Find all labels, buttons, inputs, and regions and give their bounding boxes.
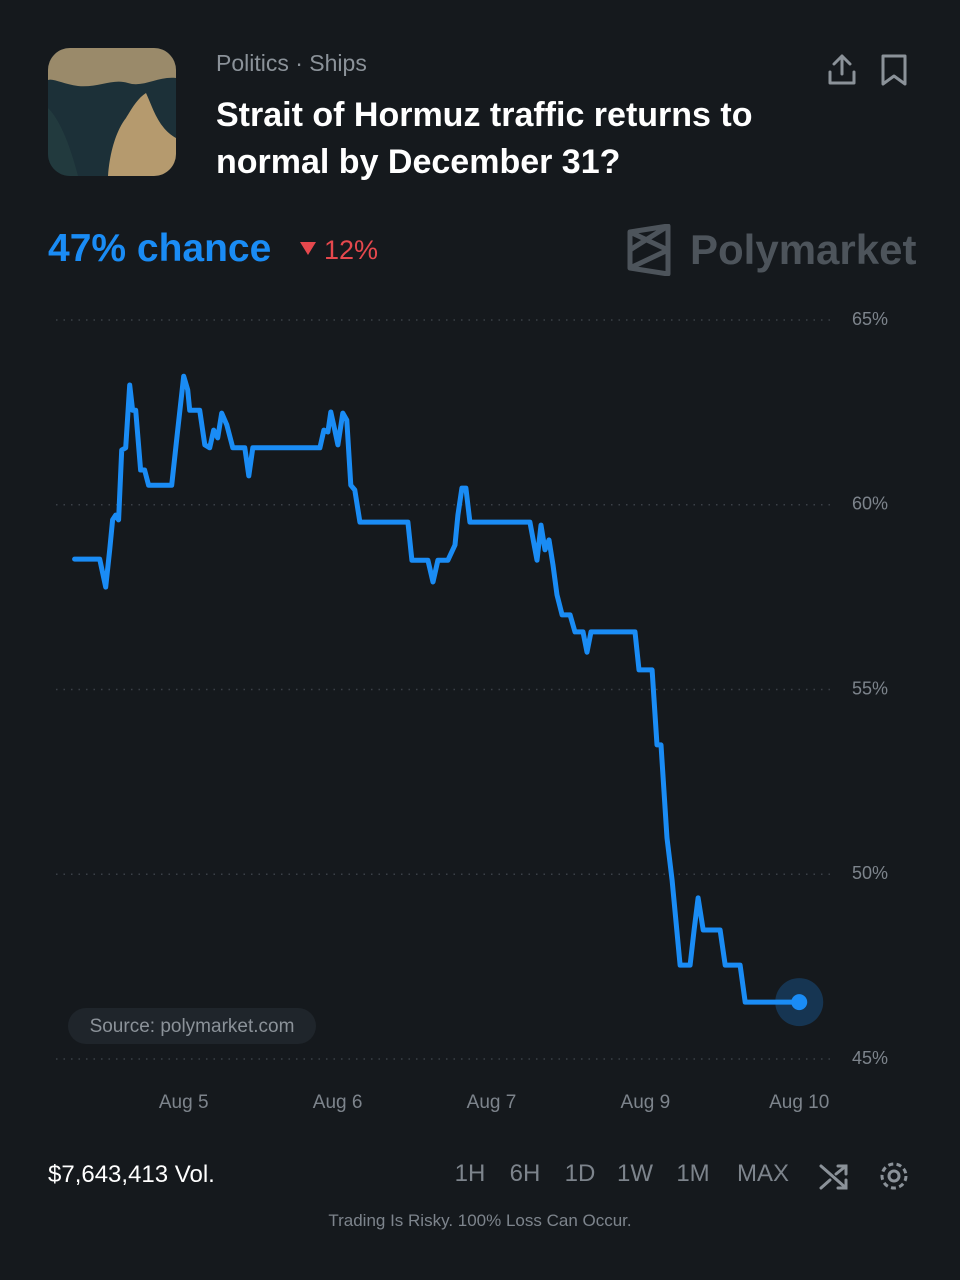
range-button[interactable]: 6H <box>509 1160 541 1187</box>
price-line <box>72 373 802 1005</box>
chance-label: 47% chance <box>48 227 272 270</box>
x-tick-label: Aug 6 <box>313 1092 363 1113</box>
volume-label: $7,643,413 Vol. <box>48 1161 215 1188</box>
brand-name: Polymarket <box>690 226 917 273</box>
y-tick-label: 50% <box>852 863 888 883</box>
range-button[interactable]: MAX <box>736 1160 790 1187</box>
x-tick-label: Aug 10 <box>769 1092 829 1113</box>
last-point <box>791 994 808 1011</box>
y-tick-label: 60% <box>852 494 888 514</box>
x-tick-label: Aug 7 <box>467 1092 517 1113</box>
x-tick-label: Aug 9 <box>621 1092 671 1113</box>
disclaimer: Trading Is Risky. 100% Loss Can Occur. <box>328 1211 632 1230</box>
market-thumbnail <box>48 48 176 176</box>
range-button[interactable]: 1W <box>617 1160 653 1187</box>
down-arrow <box>300 242 316 255</box>
change-label: 12% <box>324 235 379 265</box>
price-chart: Aug 10 Aug 9 Aug 7 Aug 6 Aug 5 65% 60% 55% 50% 45… <box>56 309 888 1113</box>
range-button[interactable]: 1H <box>454 1160 486 1187</box>
bookmark-button[interactable] <box>878 52 910 88</box>
market-title: Strait of Hormuz traffic returns to norm… <box>216 96 753 181</box>
source-label: Source: polymarket.com <box>90 1016 295 1037</box>
y-tick-label: 45% <box>852 1048 888 1068</box>
source-pill <box>68 1008 316 1044</box>
share-button[interactable] <box>824 52 860 88</box>
y-tick-label: 65% <box>852 309 888 329</box>
range-button[interactable]: 1D <box>564 1160 596 1187</box>
y-tick-label: 55% <box>852 678 888 698</box>
x-tick-label: Aug 5 <box>159 1092 209 1113</box>
range-button[interactable]: 1M <box>676 1160 710 1187</box>
market-category: Politics · Ships <box>216 50 367 76</box>
brand-logo <box>627 224 671 276</box>
settings-button[interactable] <box>877 1159 911 1193</box>
shuffle-button[interactable] <box>818 1160 850 1192</box>
